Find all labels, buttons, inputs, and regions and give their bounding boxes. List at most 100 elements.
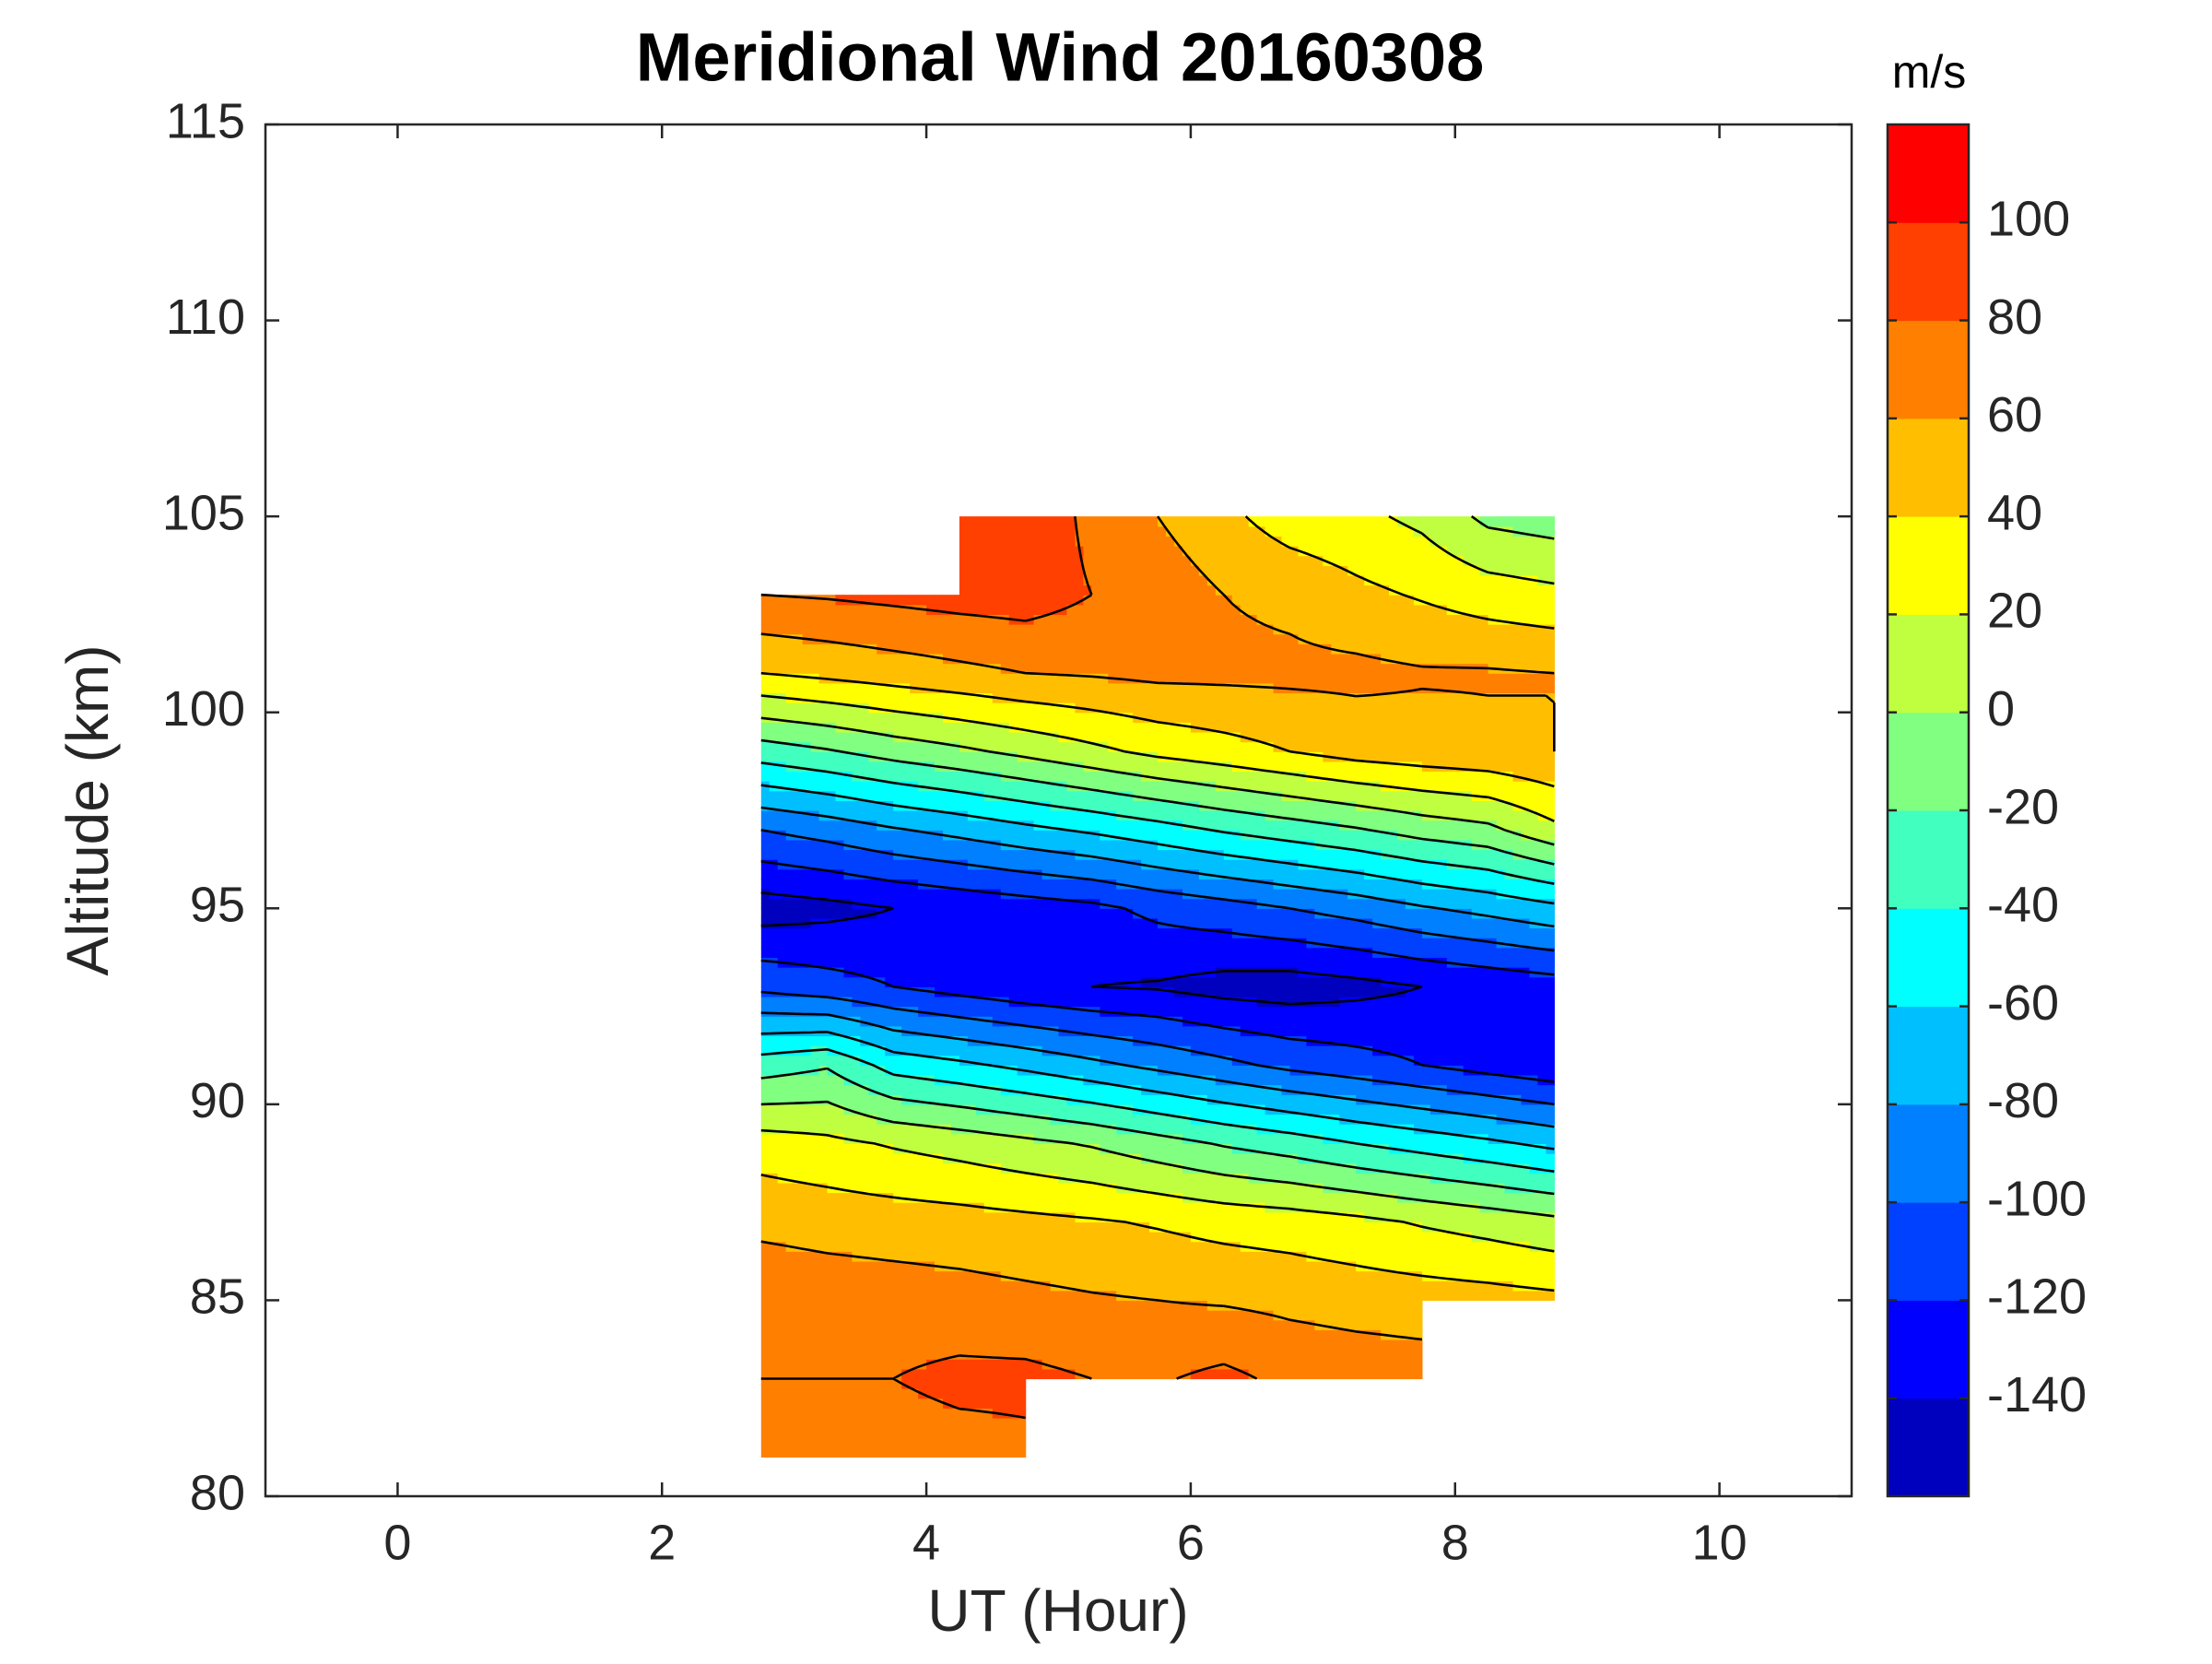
contour-cell bbox=[910, 771, 919, 782]
contour-cell bbox=[1033, 1202, 1043, 1213]
contour-cell bbox=[901, 1124, 911, 1135]
contour-cell bbox=[918, 1114, 927, 1125]
contour-cell bbox=[1075, 839, 1084, 851]
contour-cell bbox=[860, 1437, 869, 1448]
contour-cell bbox=[1017, 1124, 1027, 1135]
contour-cell bbox=[935, 1202, 944, 1213]
contour-cell bbox=[1116, 771, 1125, 782]
contour-cell bbox=[1173, 673, 1183, 684]
contour-cell bbox=[1033, 1162, 1043, 1174]
contour-cell bbox=[1141, 1143, 1150, 1154]
contour-cell bbox=[1000, 1408, 1010, 1419]
contour-cell bbox=[769, 1359, 779, 1370]
contour-cell bbox=[1000, 536, 1010, 547]
contour-cell bbox=[1041, 898, 1052, 909]
contour-cell bbox=[893, 1103, 902, 1115]
contour-cell bbox=[802, 761, 812, 773]
contour-cell bbox=[959, 1446, 969, 1458]
contour-cell bbox=[1166, 1368, 1175, 1380]
contour-cell bbox=[885, 810, 894, 821]
contour-cell bbox=[852, 1232, 861, 1243]
contour-cell bbox=[1041, 624, 1052, 635]
contour-cell bbox=[1075, 1153, 1084, 1164]
contour-cell bbox=[959, 643, 969, 655]
contour-cell bbox=[992, 1133, 1002, 1144]
contour-cell bbox=[1116, 859, 1125, 870]
contour-cell bbox=[1173, 1124, 1183, 1135]
contour-cell bbox=[910, 810, 919, 821]
contour-cell bbox=[1100, 614, 1109, 625]
contour-cell bbox=[967, 967, 977, 978]
contour-cell bbox=[1173, 868, 1183, 879]
contour-cell bbox=[1173, 1241, 1183, 1252]
contour-cell bbox=[885, 996, 894, 1008]
contour-cell bbox=[868, 810, 877, 821]
contour-cell bbox=[1173, 565, 1183, 576]
contour-cell bbox=[1149, 1251, 1159, 1262]
contour-cell bbox=[843, 1202, 853, 1213]
contour-cell bbox=[1206, 1280, 1217, 1292]
contour-cell bbox=[1141, 1251, 1150, 1262]
contour-cell bbox=[1017, 898, 1027, 909]
contour-cell bbox=[843, 1319, 853, 1330]
contour-cell bbox=[1058, 673, 1068, 684]
contour-cell bbox=[1033, 643, 1043, 655]
contour-cell bbox=[1158, 1241, 1167, 1252]
contour-cell bbox=[1083, 1065, 1092, 1076]
contour-cell bbox=[868, 976, 877, 987]
contour-cell bbox=[1116, 1359, 1125, 1370]
contour-cell bbox=[1190, 1300, 1200, 1311]
contour-cell bbox=[810, 663, 820, 674]
contour-cell bbox=[983, 889, 994, 900]
contour-cell bbox=[868, 1221, 877, 1233]
contour-cell bbox=[1050, 1270, 1060, 1281]
contour-cell bbox=[1124, 761, 1134, 773]
contour-cell bbox=[901, 908, 911, 919]
contour-cell bbox=[983, 1388, 994, 1399]
contour-cell bbox=[1190, 1339, 1200, 1351]
contour-cell bbox=[950, 1388, 960, 1399]
contour-cell bbox=[1182, 830, 1192, 841]
contour-cell bbox=[1100, 947, 1109, 959]
contour-cell bbox=[868, 859, 877, 870]
contour-cell bbox=[1158, 790, 1167, 801]
contour-cell bbox=[1075, 1124, 1084, 1135]
contour-cell bbox=[1041, 1221, 1052, 1233]
contour-cell bbox=[1173, 682, 1183, 694]
contour-cell bbox=[1116, 790, 1125, 801]
contour-cell bbox=[1041, 555, 1052, 566]
contour-cell bbox=[1025, 536, 1035, 547]
contour-cell bbox=[835, 682, 845, 694]
contour-cell bbox=[1050, 595, 1060, 606]
contour-cell bbox=[1173, 849, 1183, 860]
contour-cell bbox=[843, 1270, 853, 1281]
contour-cell bbox=[818, 1094, 829, 1105]
contour-cell bbox=[893, 790, 902, 801]
contour-cell bbox=[1083, 624, 1092, 635]
contour-cell bbox=[769, 849, 779, 860]
contour-cell bbox=[950, 938, 960, 949]
contour-cell bbox=[1091, 741, 1100, 752]
contour-cell bbox=[785, 790, 795, 801]
contour-cell bbox=[835, 1084, 845, 1095]
contour-cell bbox=[827, 1349, 837, 1360]
contour-cell bbox=[818, 1133, 829, 1144]
contour-cell bbox=[918, 1016, 927, 1027]
contour-cell bbox=[868, 731, 877, 743]
contour-cell bbox=[901, 673, 911, 684]
contour-cell bbox=[1116, 1319, 1125, 1330]
contour-cell bbox=[1017, 1280, 1027, 1292]
contour-cell bbox=[1149, 516, 1159, 527]
contour-cell bbox=[943, 1368, 952, 1380]
contour-cell bbox=[983, 917, 994, 929]
contour-cell bbox=[810, 898, 820, 909]
contour-cell bbox=[1033, 663, 1043, 674]
contour-cell bbox=[1215, 1192, 1225, 1203]
contour-cell bbox=[1116, 957, 1125, 968]
contour-cell bbox=[935, 967, 944, 978]
contour-cell bbox=[1041, 1319, 1052, 1330]
contour-cell bbox=[1133, 1025, 1142, 1037]
contour-cell bbox=[975, 1329, 985, 1340]
contour-cell bbox=[1041, 653, 1052, 665]
contour-cell bbox=[950, 1280, 960, 1292]
